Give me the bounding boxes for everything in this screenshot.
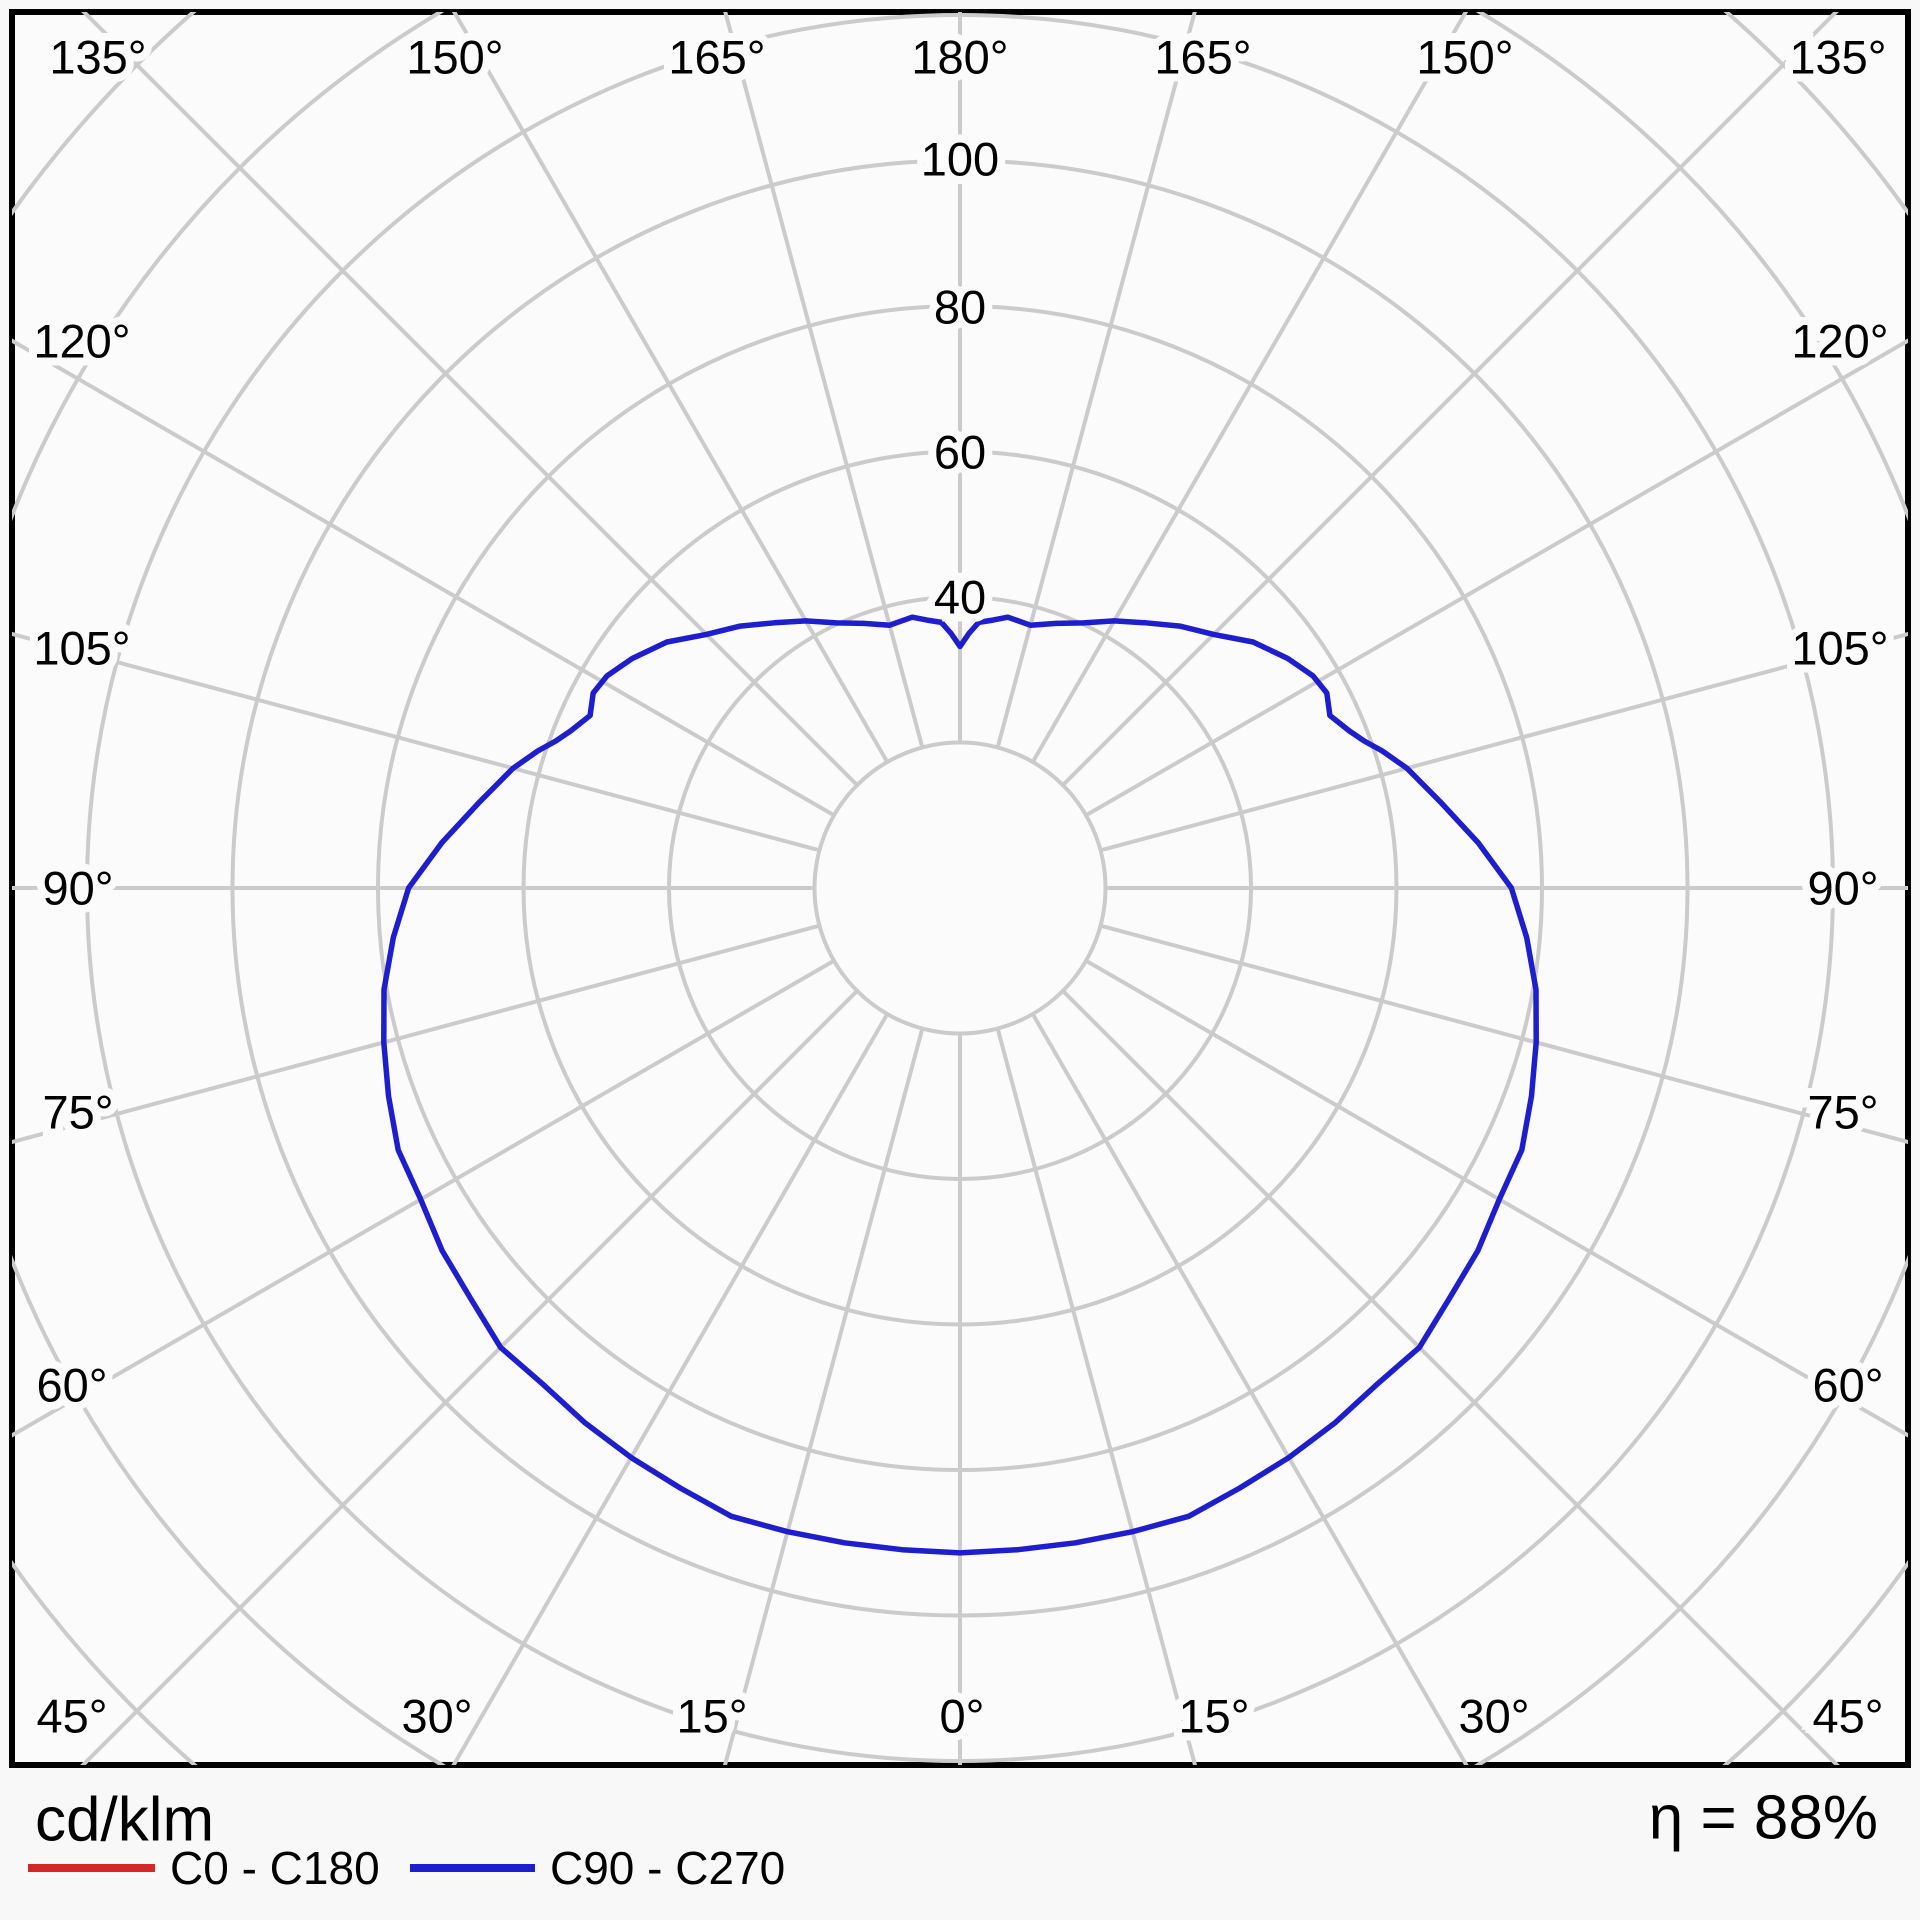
angle-label-20: 15°: [676, 1690, 747, 1743]
angle-label-22: 15°: [1178, 1690, 1249, 1743]
angle-label-12: 45°: [36, 1690, 107, 1743]
angle-label-17: 60°: [1812, 1359, 1883, 1412]
radial-label-40: 40: [934, 571, 986, 624]
angle-label-16: 75°: [1807, 1086, 1878, 1139]
angle-label-1: 150°: [406, 31, 503, 84]
grid-spoke-225: [81, 12, 859, 787]
unit-label: cd/klm: [35, 1786, 214, 1855]
angle-label-23: 30°: [1458, 1690, 1529, 1743]
angle-label-10: 75°: [42, 1086, 113, 1139]
angle-label-14: 105°: [1791, 622, 1888, 675]
angle-label-13: 120°: [1791, 315, 1888, 368]
radial-label-80: 80: [934, 281, 986, 334]
grid-spoke-15: [995, 1028, 1198, 1765]
curve-c90-c270: [381, 614, 1539, 1556]
grid-spoke-30: [1031, 1013, 1469, 1765]
grid-spoke-300: [12, 959, 835, 1438]
grid-spoke-45: [1061, 989, 1840, 1765]
angle-label-2: 165°: [668, 31, 765, 84]
angle-tick-labels: 135° 150° 165° 180° 165° 150° 135° 120° 105° 90° 7…: [25, 23, 1896, 1751]
legend-label-0: C0 - C180: [170, 1842, 380, 1894]
grid-spoke-315: [80, 989, 859, 1765]
angle-label-19: 30°: [401, 1690, 472, 1743]
radial-label-100: 100: [921, 133, 999, 186]
grid-spoke-240: [12, 338, 835, 817]
efficiency-label: η = 88%: [1649, 1784, 1878, 1853]
angle-label-5: 150°: [1416, 31, 1513, 84]
angle-label-6: 135°: [1789, 31, 1886, 84]
angle-label-7: 120°: [33, 315, 130, 368]
grid-spoke-210: [451, 12, 889, 763]
legend: C0 - C180 C90 - C270: [28, 1842, 785, 1894]
grid-spoke-120: [1085, 338, 1908, 817]
grid-spoke-165: [995, 12, 1197, 748]
radial-label-60: 60: [934, 426, 986, 479]
grid-spoke-75: [1100, 923, 1908, 1145]
legend-label-1: C90 - C270: [550, 1842, 785, 1894]
grid-spoke-195: [723, 12, 925, 748]
angle-label-8: 105°: [33, 622, 130, 675]
angle-label-4: 165°: [1154, 31, 1251, 84]
grid-spoke-255: [12, 631, 820, 853]
angle-label-3: 180°: [911, 31, 1008, 84]
angle-label-0: 135°: [49, 31, 146, 84]
grid-spoke-330: [451, 1013, 889, 1765]
angle-label-18: 45°: [1812, 1690, 1883, 1743]
angle-label-9: 90°: [42, 862, 113, 915]
angle-label-11: 60°: [36, 1359, 107, 1412]
radial-tick-labels: 40 60 80 100: [913, 125, 1007, 632]
grid-spoke-345: [722, 1028, 925, 1765]
grid-spoke-135: [1061, 12, 1839, 787]
angle-label-15: 90°: [1807, 862, 1878, 915]
grid-spoke-60: [1085, 959, 1908, 1438]
grid-spoke-285: [12, 923, 820, 1145]
curves: [381, 614, 1539, 1556]
angle-label-21: 0°: [940, 1690, 985, 1743]
grid-spoke-105: [1100, 631, 1908, 853]
grid-spoke-150: [1031, 12, 1469, 763]
